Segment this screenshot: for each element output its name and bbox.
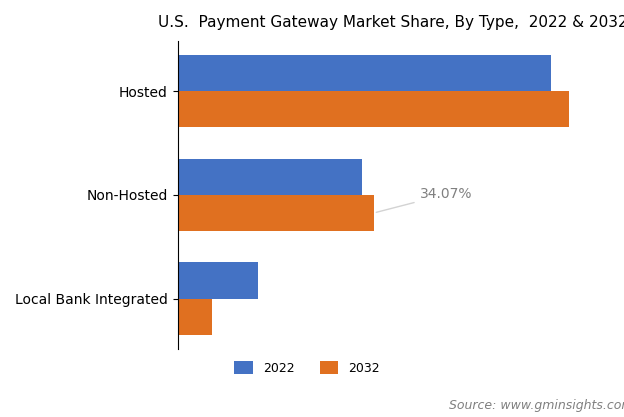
Bar	[178, 299, 212, 335]
Bar	[178, 262, 258, 299]
Title: U.S.  Payment Gateway Market Share, By Type,  2022 & 2032: U.S. Payment Gateway Market Share, By Ty…	[158, 15, 624, 30]
Text: Source: www.gminsights.com: Source: www.gminsights.com	[449, 399, 624, 412]
Text: 34.07%: 34.07%	[376, 187, 472, 212]
Bar	[178, 158, 362, 195]
Bar	[178, 55, 552, 91]
Legend: 2022, 2032: 2022, 2032	[229, 356, 385, 379]
Bar	[178, 195, 374, 231]
Bar	[178, 91, 568, 128]
